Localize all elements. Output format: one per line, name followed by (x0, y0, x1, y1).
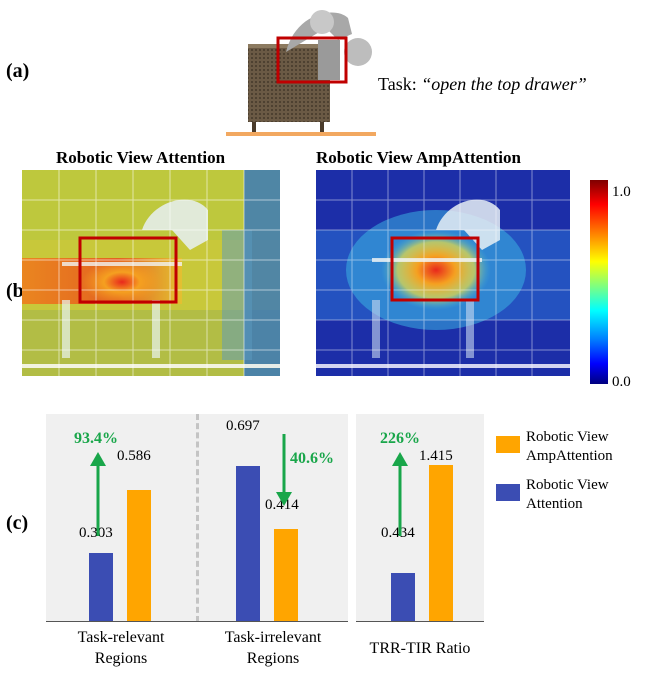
x-label-line: Task-irrelevant (224, 629, 322, 646)
value-label: 0.697 (226, 418, 260, 434)
chart-axis-left (46, 621, 348, 622)
x-label-line: Task-relevant (77, 629, 165, 646)
decrease-arrow-icon (276, 434, 292, 506)
panel-label-a: (a) (6, 60, 30, 82)
legend-swatch-ampattention (496, 436, 520, 453)
legend-label-ampattention: Robotic View AmpAttention (526, 429, 613, 464)
x-label-line: Regions (94, 650, 148, 667)
legend-swatch-attention (496, 484, 520, 501)
value-label: 0.414 (265, 497, 299, 513)
chart-divider (196, 414, 199, 622)
chart-panel-right (356, 414, 484, 622)
colorbar-min-label: 0.0 (612, 374, 631, 390)
attention-heatmap (22, 170, 280, 376)
robot-scene-image (226, 10, 376, 136)
left-heatmap-title: Robotic View Attention (56, 148, 226, 167)
task-instruction: “open the top drawer” (421, 74, 587, 94)
bar-task-relevant-attention (89, 553, 113, 621)
colorbar-max-label: 1.0 (612, 184, 631, 200)
x-label-trr-tir: TRR-TIR Ratio (352, 638, 488, 659)
legend-label-attention: Robotic View Attention (526, 477, 609, 512)
ampattention-heatmap (316, 170, 570, 376)
increase-arrow-icon (90, 452, 106, 536)
x-label-task-relevant: Task-relevant Regions (48, 627, 194, 669)
colorbar (590, 180, 608, 384)
x-label-line: Regions (246, 650, 300, 667)
value-label: 0.586 (117, 448, 151, 464)
task-description: Task: “open the top drawer” (378, 74, 587, 95)
bar-task-irrelevant-attention (236, 466, 260, 621)
x-label-task-irrelevant: Task-irrelevant Regions (198, 627, 348, 669)
change-label-trr-tir: 226% (380, 430, 420, 447)
bar-task-irrelevant-ampattention (274, 529, 298, 621)
value-label: 0.434 (381, 525, 415, 541)
right-heatmap-title: Robotic View AmpAttention (316, 148, 521, 167)
change-label-task-relevant: 93.4% (74, 430, 118, 447)
panel-label-c: (c) (6, 512, 29, 534)
chart-axis-right (356, 621, 484, 622)
bar-trr-tir-attention (391, 573, 415, 621)
value-label: 1.415 (419, 448, 453, 464)
change-label-task-irrelevant: 40.6% (290, 450, 334, 467)
x-label-line: TRR-TIR Ratio (369, 640, 471, 657)
bar-trr-tir-ampattention (429, 465, 453, 621)
value-label: 0.303 (79, 525, 113, 541)
bar-task-relevant-ampattention (127, 490, 151, 621)
task-prefix: Task: (378, 74, 422, 94)
increase-arrow-icon (392, 452, 408, 536)
